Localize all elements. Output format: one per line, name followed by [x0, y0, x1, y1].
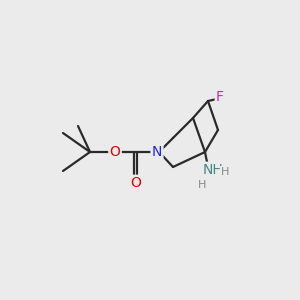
- Text: H: H: [221, 167, 229, 177]
- Text: O: O: [130, 176, 141, 190]
- Text: NH: NH: [202, 163, 224, 177]
- Text: N: N: [152, 145, 162, 159]
- Text: H: H: [198, 180, 206, 190]
- Text: F: F: [216, 90, 224, 104]
- Text: O: O: [110, 145, 120, 159]
